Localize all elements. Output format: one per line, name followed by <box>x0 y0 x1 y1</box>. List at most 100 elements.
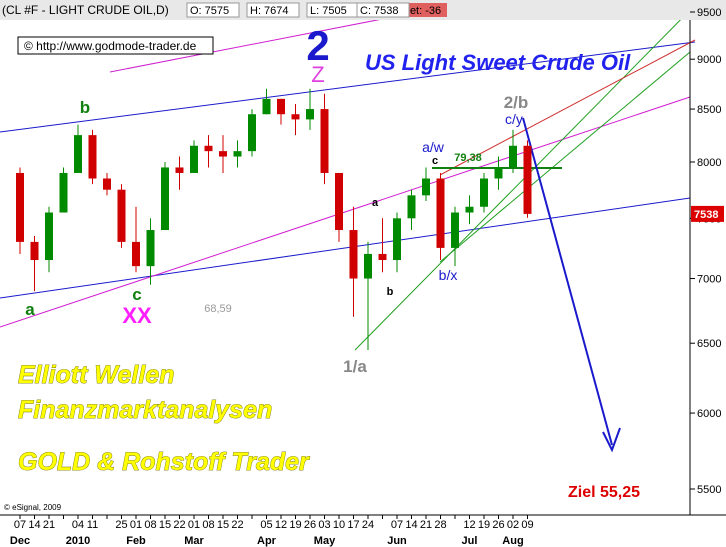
price-label: 7538 <box>694 209 718 221</box>
net: Net: -36 <box>402 5 441 17</box>
candle-body <box>349 230 358 279</box>
level-label: 68,59 <box>204 303 232 315</box>
quote-box <box>356 2 410 18</box>
candle-body <box>320 109 329 173</box>
x-tick-label: 24 <box>362 519 374 531</box>
candle-body <box>422 178 430 196</box>
x-tick-label: 28 <box>434 519 446 531</box>
candle-body <box>190 145 198 173</box>
x-tick-label: 26 <box>304 519 316 531</box>
target-label: Ziel 55,25 <box>568 484 640 501</box>
candle-body <box>88 135 97 179</box>
arrow-head <box>602 427 621 453</box>
candle-body <box>30 241 39 261</box>
candle-body <box>480 178 488 207</box>
wave-label: XX <box>122 303 152 328</box>
trend-line <box>439 39 696 176</box>
wave-label: 2 <box>306 22 329 69</box>
x-month-label: Feb <box>126 535 146 547</box>
x-tick-label: 15 <box>217 519 229 531</box>
x-tick-label: 15 <box>159 519 171 531</box>
y-tick-label: 6000 <box>697 408 721 420</box>
trend-line <box>439 51 691 263</box>
candle-body <box>161 167 169 231</box>
y-tick-label: 6500 <box>697 338 721 350</box>
candle-body <box>291 114 300 120</box>
level-label: 79,38 <box>454 152 482 164</box>
wave-label: b/x <box>439 267 458 283</box>
trend-line <box>0 96 691 328</box>
x-tick-label: 19 <box>289 519 301 531</box>
candle-body <box>248 114 256 152</box>
quote-box <box>186 2 240 18</box>
x-month-label: Jun <box>387 535 407 547</box>
candle-body <box>277 98 285 115</box>
y-tick-label: 9000 <box>697 54 721 66</box>
wave-label: a/w <box>422 139 445 155</box>
x-tick-label: 21 <box>420 519 432 531</box>
candle-body <box>262 98 271 115</box>
quote: O: 7575 <box>190 5 229 17</box>
projection-arrow <box>522 117 613 446</box>
wave-label: 2/b <box>504 93 529 112</box>
y-tick-label: 9500 <box>697 7 721 19</box>
x-tick-label: 19 <box>478 519 490 531</box>
candle-body <box>306 109 314 120</box>
y-tick-label: 7000 <box>697 274 721 286</box>
x-tick-label: 08 <box>144 519 156 531</box>
x-tick-label: 25 <box>115 519 127 531</box>
x-tick-label: 14 <box>28 519 40 531</box>
x-tick-label: 12 <box>275 519 287 531</box>
candle-body <box>74 135 82 173</box>
candle-body <box>146 230 155 267</box>
candle-body <box>59 172 68 213</box>
quote: C: 7538 <box>360 5 399 17</box>
x-tick-label: 09 <box>521 519 533 531</box>
x-tick-label: 14 <box>405 519 417 531</box>
candle-body <box>132 241 140 267</box>
wave-label: b <box>387 286 394 298</box>
x-month-label: 2010 <box>66 535 90 547</box>
candle-body <box>45 212 53 261</box>
x-month-label: May <box>314 535 336 547</box>
x-tick-label: 08 <box>202 519 214 531</box>
symbol: (CL #F - LIGHT CRUDE OIL,D) <box>2 3 169 17</box>
x-tick-label: 07 <box>391 519 403 531</box>
candle-body <box>436 178 445 248</box>
price-box <box>691 205 724 222</box>
candle-body <box>523 145 532 214</box>
candle-body <box>103 178 111 190</box>
candle-body <box>378 253 387 261</box>
x-month-label: Jul <box>462 535 478 547</box>
wave-label: 1/a <box>343 357 367 376</box>
chart-title: US Light Sweet Crude Oil <box>365 50 631 75</box>
candle-body <box>204 145 213 152</box>
wave-label: a <box>25 300 35 319</box>
x-tick-label: 07 <box>14 519 26 531</box>
quote: L: 7505 <box>310 5 347 17</box>
candle-body <box>509 145 517 168</box>
quote-box <box>246 2 300 18</box>
y-tick-label: 5500 <box>697 484 721 496</box>
x-tick-label: 11 <box>87 519 98 531</box>
x-tick-label: 02 <box>507 519 519 531</box>
wave-label: c <box>432 155 438 167</box>
x-tick-label: 17 <box>347 519 359 531</box>
wave-label: Z <box>311 62 324 87</box>
y-tick-label: 8000 <box>697 157 721 169</box>
candle-body <box>451 212 459 248</box>
x-tick-label: 22 <box>173 519 185 531</box>
net-box <box>399 3 447 17</box>
wave-label: b <box>80 98 90 117</box>
quote: H: 7674 <box>250 5 289 17</box>
x-tick-label: 04 <box>72 519 84 531</box>
candle-body <box>335 172 343 231</box>
wave-label: c <box>132 285 141 304</box>
candle-body <box>407 195 416 219</box>
x-tick-label: 21 <box>43 519 55 531</box>
brand-text: Elliott Wellen <box>18 361 175 389</box>
candle-body <box>364 253 372 279</box>
x-tick-label: 05 <box>260 519 272 531</box>
trend-lines <box>0 0 701 453</box>
